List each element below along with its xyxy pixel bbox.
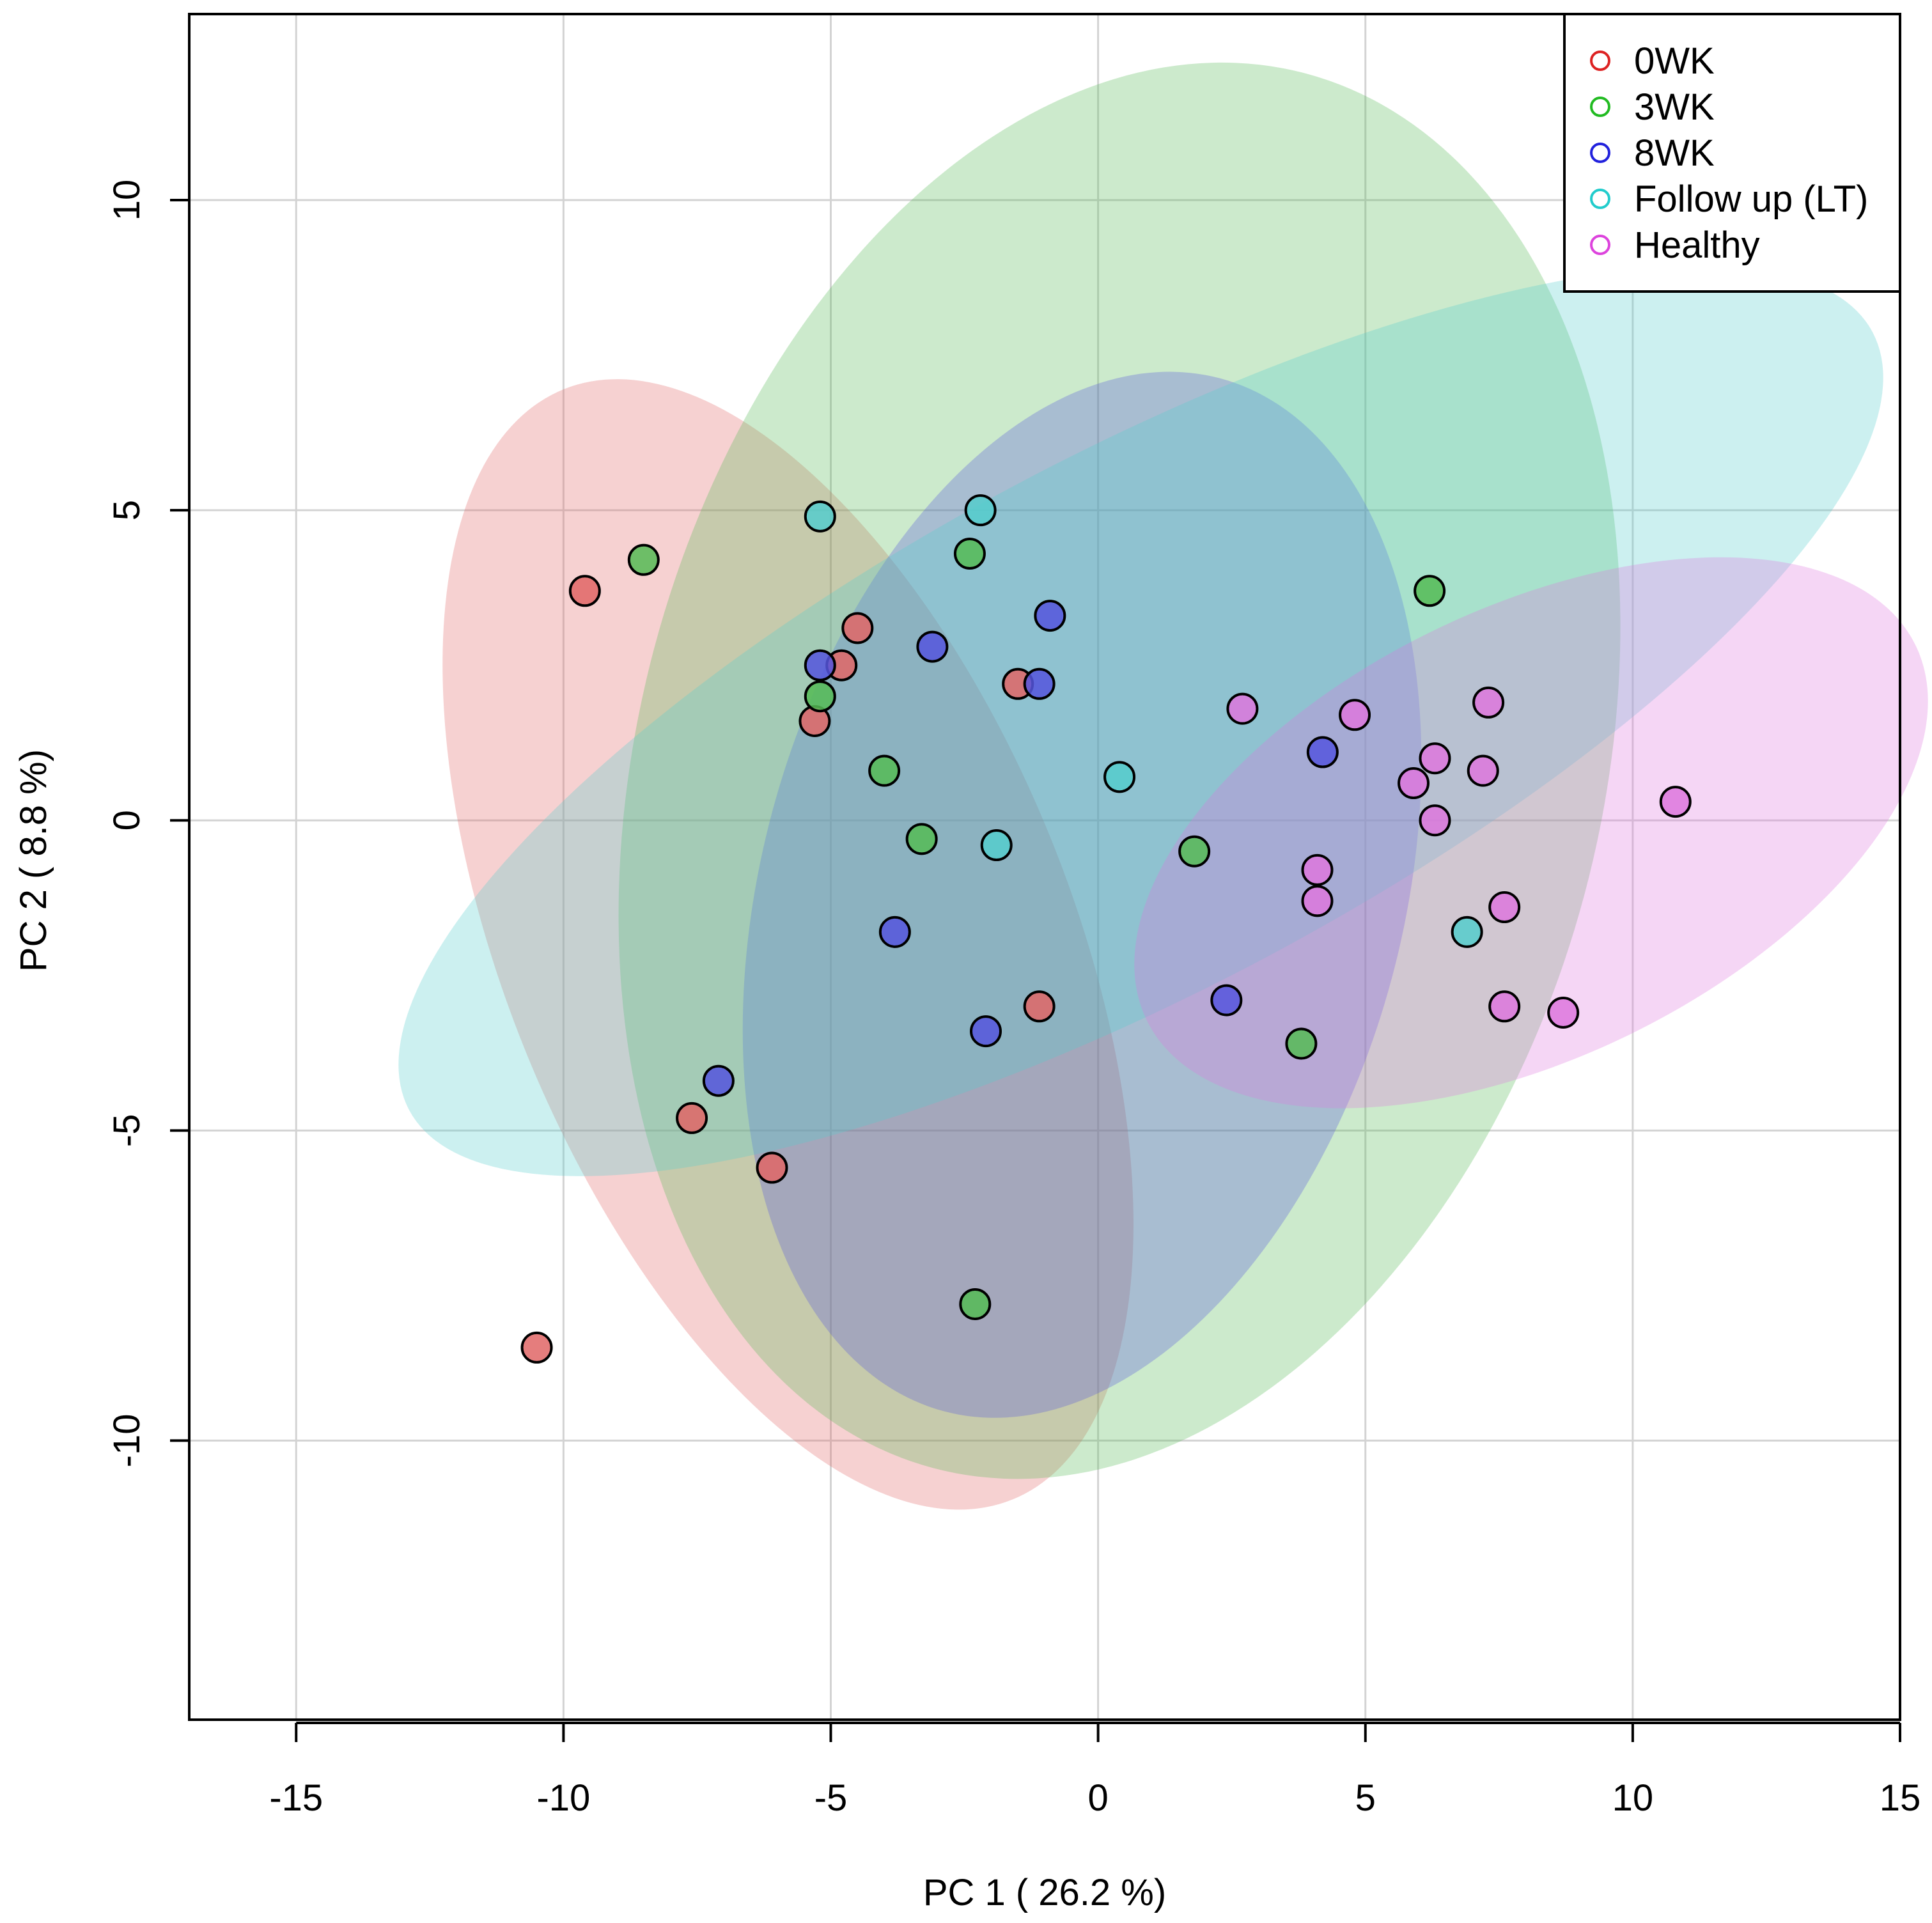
x-tick-label: -5 [814, 1777, 848, 1819]
point-follow-up-lt- [964, 494, 997, 527]
point-3wk [1285, 1027, 1318, 1060]
point-3wk [868, 754, 901, 787]
legend-marker-0wk [1590, 51, 1610, 71]
point-healthy [1398, 767, 1430, 800]
point-follow-up-lt- [1451, 915, 1483, 948]
point-healthy [1467, 754, 1499, 787]
point-8wk [702, 1064, 735, 1097]
legend-label-healthy: Healthy [1634, 224, 1760, 266]
y-axis: -10 -5 0 5 10 [106, 180, 191, 1468]
point-3wk [804, 680, 836, 713]
point-0wk [756, 1151, 788, 1184]
y-axis-label: PC 2 ( 8.8 %) [13, 749, 54, 972]
point-3wk [627, 543, 660, 576]
legend-marker-3wk [1590, 97, 1610, 117]
legend-label-0wk: 0WK [1634, 40, 1715, 82]
point-3wk [953, 538, 986, 570]
point-follow-up-lt- [1103, 761, 1136, 793]
legend-label-follow-up-lt-: Follow up (LT) [1634, 178, 1868, 220]
ellipse-healthy [1134, 557, 1928, 1109]
data-points [520, 494, 1692, 1364]
point-0wk [1023, 990, 1056, 1023]
legend-marker-8wk [1590, 143, 1610, 163]
point-3wk [905, 823, 938, 855]
point-healthy [1488, 990, 1521, 1023]
point-8wk [1023, 667, 1056, 700]
legend-marker-healthy [1590, 235, 1610, 255]
point-healthy [1301, 885, 1334, 917]
x-axis-label: PC 1 ( 26.2 %) [923, 1872, 1166, 1913]
point-0wk [568, 575, 601, 607]
ellipse-8wk [742, 371, 1422, 1418]
point-healthy [1301, 853, 1334, 886]
point-8wk [878, 915, 911, 948]
point-8wk [1210, 984, 1243, 1016]
legend-marker-follow-up-lt- [1590, 189, 1610, 209]
x-tick-label: 5 [1355, 1777, 1376, 1819]
point-healthy [1339, 699, 1371, 731]
legend-label-3wk: 3WK [1634, 86, 1715, 128]
point-8wk [1306, 736, 1339, 768]
point-0wk [520, 1331, 553, 1364]
point-3wk [1414, 575, 1446, 607]
x-axis: -15 -10 -5 0 5 10 15 [269, 1722, 1921, 1819]
point-follow-up-lt- [980, 829, 1013, 862]
point-healthy [1547, 996, 1580, 1029]
ellipse-follow-up-lt- [398, 266, 1883, 1176]
point-healthy [1472, 686, 1505, 719]
point-healthy [1488, 891, 1521, 924]
grid-lines [189, 14, 1901, 1720]
x-tick-label: 0 [1087, 1777, 1108, 1819]
y-tick-label: -10 [106, 1414, 148, 1468]
legend-label-8wk: 8WK [1634, 132, 1715, 174]
y-tick-label: -5 [106, 1114, 148, 1148]
point-0wk [676, 1102, 708, 1134]
y-tick-label: 5 [106, 500, 148, 520]
ellipse-0wk [442, 379, 1133, 1510]
x-tick-label: -10 [536, 1777, 590, 1819]
point-8wk [970, 1015, 1002, 1048]
point-0wk [841, 612, 874, 644]
point-healthy [1226, 692, 1259, 725]
point-healthy [1419, 742, 1451, 775]
point-8wk [1034, 600, 1066, 632]
point-healthy [1419, 804, 1451, 837]
point-healthy [1659, 786, 1692, 818]
y-tick-label: 0 [106, 810, 148, 830]
x-tick-label: -15 [269, 1777, 323, 1819]
point-follow-up-lt- [804, 500, 836, 533]
legend-box [1563, 13, 1901, 293]
x-tick-label: 10 [1612, 1777, 1654, 1819]
point-3wk [1178, 835, 1211, 868]
point-8wk [916, 630, 949, 663]
y-tick-label: 10 [106, 180, 148, 221]
point-8wk [804, 649, 836, 681]
x-tick-label: 15 [1880, 1777, 1921, 1819]
point-3wk [959, 1288, 992, 1320]
